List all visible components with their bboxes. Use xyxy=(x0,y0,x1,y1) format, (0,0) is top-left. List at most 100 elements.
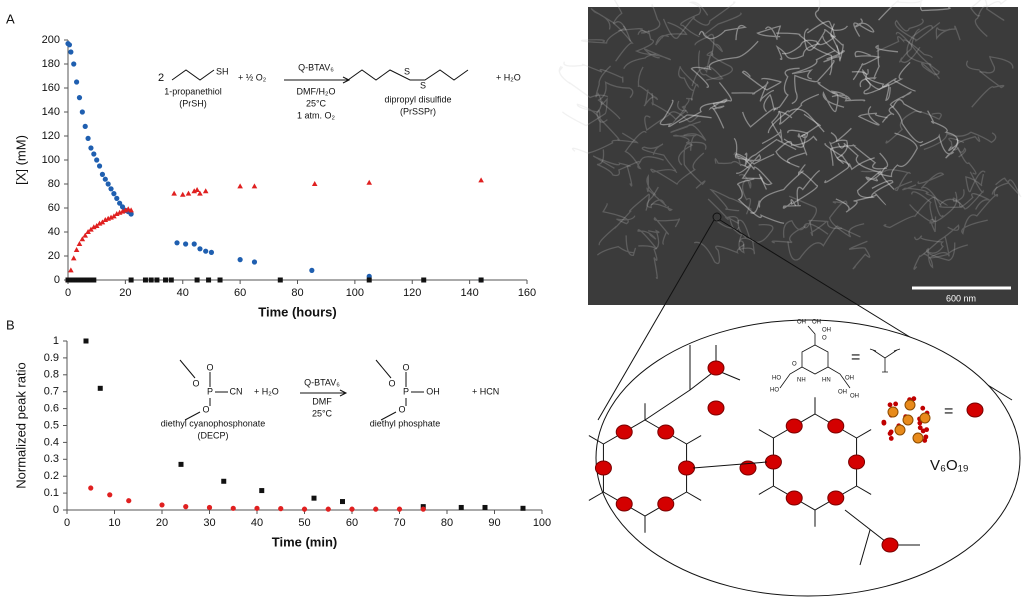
point xyxy=(421,277,427,283)
point xyxy=(105,181,111,187)
fiber xyxy=(634,30,656,56)
point xyxy=(97,385,103,391)
fiber xyxy=(876,35,933,58)
fiber xyxy=(646,186,673,212)
fiber xyxy=(782,170,821,209)
fiber xyxy=(781,23,837,55)
fiber xyxy=(878,0,951,21)
fiber xyxy=(965,60,1005,108)
point xyxy=(311,181,318,186)
micrograph-bg xyxy=(588,7,1018,305)
fiber xyxy=(817,81,845,113)
fiber xyxy=(596,149,640,177)
y-tick-label: 0.2 xyxy=(44,470,59,482)
atom-labels: O P O CN O O P O OH O xyxy=(192,362,439,414)
chain xyxy=(644,345,920,566)
point xyxy=(79,277,85,283)
atom: O xyxy=(192,378,199,388)
y-axis-title: Normalized peak ratio xyxy=(13,362,28,488)
fiber xyxy=(690,40,759,88)
fiber xyxy=(991,177,1022,197)
branch xyxy=(758,429,774,439)
label: + ½ O₂ xyxy=(238,72,267,82)
fiber xyxy=(771,220,808,244)
y-tick-label: 40 xyxy=(48,226,60,238)
micrograph xyxy=(558,0,1022,305)
point xyxy=(278,506,284,512)
fiber xyxy=(928,236,969,259)
y-tick-label: 0 xyxy=(53,504,59,516)
point xyxy=(85,229,91,234)
fiber xyxy=(773,67,800,110)
oxygen xyxy=(920,405,926,411)
label: 1-propanethiol xyxy=(164,86,222,96)
fiber xyxy=(670,97,694,126)
oxygen xyxy=(881,419,887,425)
point xyxy=(185,190,192,196)
atom: P xyxy=(403,386,409,396)
point xyxy=(128,277,134,283)
sphere xyxy=(785,490,803,506)
sphere xyxy=(707,360,725,376)
point xyxy=(179,191,186,197)
fiber xyxy=(650,152,705,185)
point xyxy=(68,49,74,55)
fiber xyxy=(737,178,785,224)
fiber xyxy=(651,93,687,121)
x-tick-label: 60 xyxy=(346,517,358,529)
fiber xyxy=(646,174,667,207)
molecule xyxy=(779,325,901,389)
point xyxy=(208,249,215,255)
point xyxy=(76,277,82,283)
point xyxy=(217,277,223,283)
label: 25°C xyxy=(306,98,327,108)
point xyxy=(178,461,184,467)
fiber xyxy=(590,8,632,42)
point xyxy=(93,223,100,228)
fiber xyxy=(851,71,916,92)
point xyxy=(126,498,132,504)
label: DMF/H₂O xyxy=(297,86,336,96)
point xyxy=(94,157,100,163)
point xyxy=(237,183,243,189)
fiber xyxy=(803,28,844,62)
fiber xyxy=(824,142,875,171)
point xyxy=(85,277,91,283)
scheme-b xyxy=(179,359,424,421)
branch xyxy=(856,485,872,495)
fiber xyxy=(558,65,609,99)
y-tick-label: 60 xyxy=(48,202,60,214)
atom: O xyxy=(206,362,213,372)
y-tick-label: 180 xyxy=(42,58,60,70)
point xyxy=(108,186,114,192)
bond xyxy=(347,69,469,81)
point xyxy=(251,259,258,265)
ring xyxy=(801,344,829,375)
atom: O xyxy=(388,378,395,388)
label: 2 xyxy=(158,72,164,84)
point xyxy=(71,277,77,283)
fiber xyxy=(923,131,997,151)
sphere xyxy=(827,490,845,506)
point xyxy=(91,151,97,157)
label: DMF xyxy=(312,396,332,406)
point xyxy=(88,226,94,232)
fiber xyxy=(939,193,990,210)
point xyxy=(251,183,258,189)
sphere xyxy=(881,537,899,553)
oxygen xyxy=(922,438,928,443)
x-tick-label: 90 xyxy=(488,517,500,529)
scheme-a xyxy=(171,69,469,84)
point xyxy=(171,190,177,196)
point xyxy=(194,187,200,192)
bond xyxy=(171,69,215,81)
atom: OH xyxy=(838,390,847,396)
point xyxy=(73,247,80,252)
sphere xyxy=(827,418,845,434)
point xyxy=(82,232,89,238)
fiber xyxy=(670,121,707,141)
fiber xyxy=(644,111,699,132)
y-tick-label: 0.9 xyxy=(44,352,59,364)
sphere xyxy=(678,460,696,476)
fiber xyxy=(740,164,768,190)
